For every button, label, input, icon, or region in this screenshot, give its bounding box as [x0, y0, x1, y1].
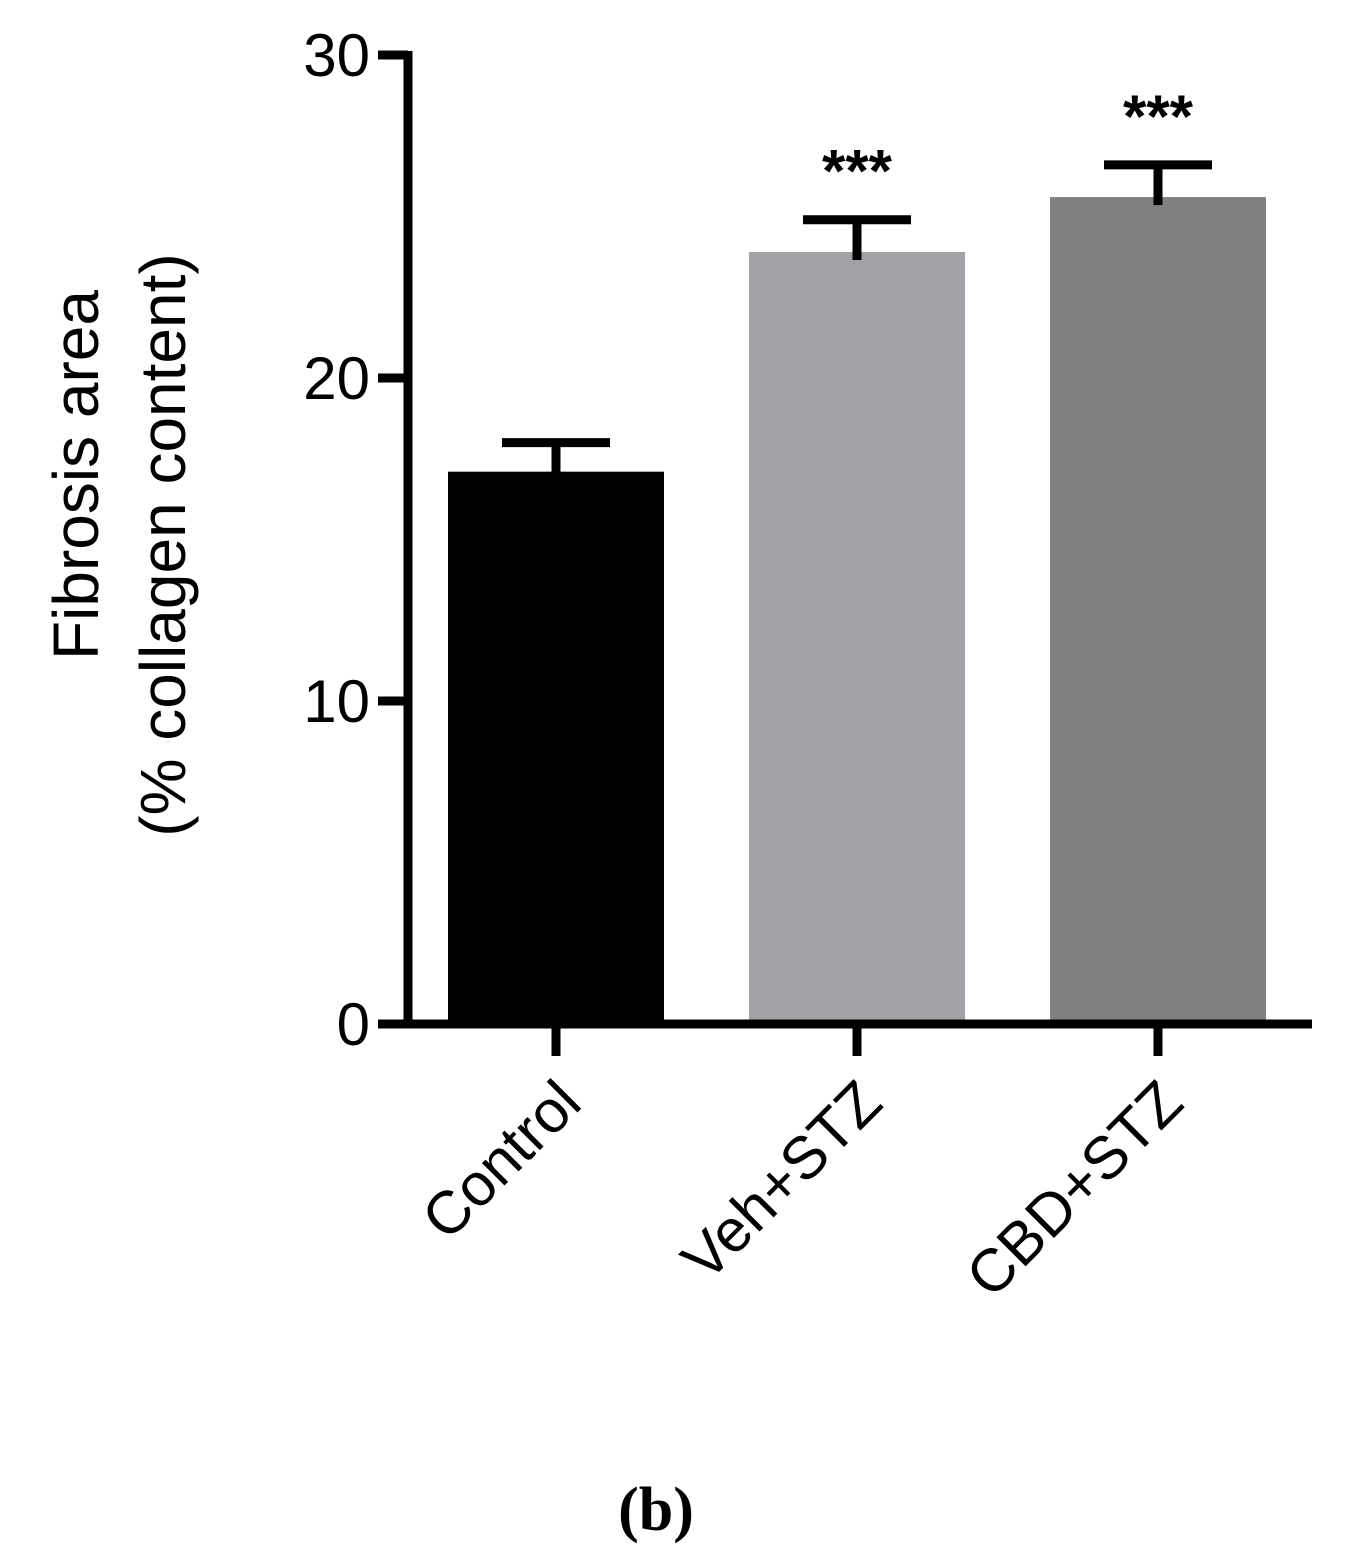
y-ticks-group: 0 10 20 30 [303, 22, 408, 1058]
y-tick-label: 30 [303, 22, 370, 89]
significance-label: *** [1123, 83, 1194, 150]
significance-group: *** *** [822, 83, 1194, 205]
bar-cbd-stz [1050, 197, 1266, 1024]
y-axis-title-line-1: Fibrosis area [40, 290, 112, 660]
x-tick-label: CBD+STZ [953, 1068, 1195, 1310]
y-tick-label: 20 [303, 345, 370, 412]
panel-label: (b) [618, 1476, 694, 1544]
bar-control [448, 471, 664, 1024]
error-bars-group [502, 160, 1212, 480]
y-axis-title-line-2: (% collagen content) [127, 253, 199, 836]
x-tick-label: Control [409, 1068, 593, 1252]
bars-group [448, 197, 1266, 1024]
bar-veh-stz [749, 252, 965, 1024]
y-tick-label: 10 [303, 668, 370, 735]
x-ticks-group: Control Veh+STZ CBD+STZ [409, 1024, 1195, 1310]
y-tick-label: 0 [337, 991, 370, 1058]
significance-label: *** [822, 138, 893, 205]
y-axis-title: Fibrosis area (% collagen content) [40, 253, 199, 836]
x-tick-label: Veh+STZ [669, 1068, 894, 1293]
